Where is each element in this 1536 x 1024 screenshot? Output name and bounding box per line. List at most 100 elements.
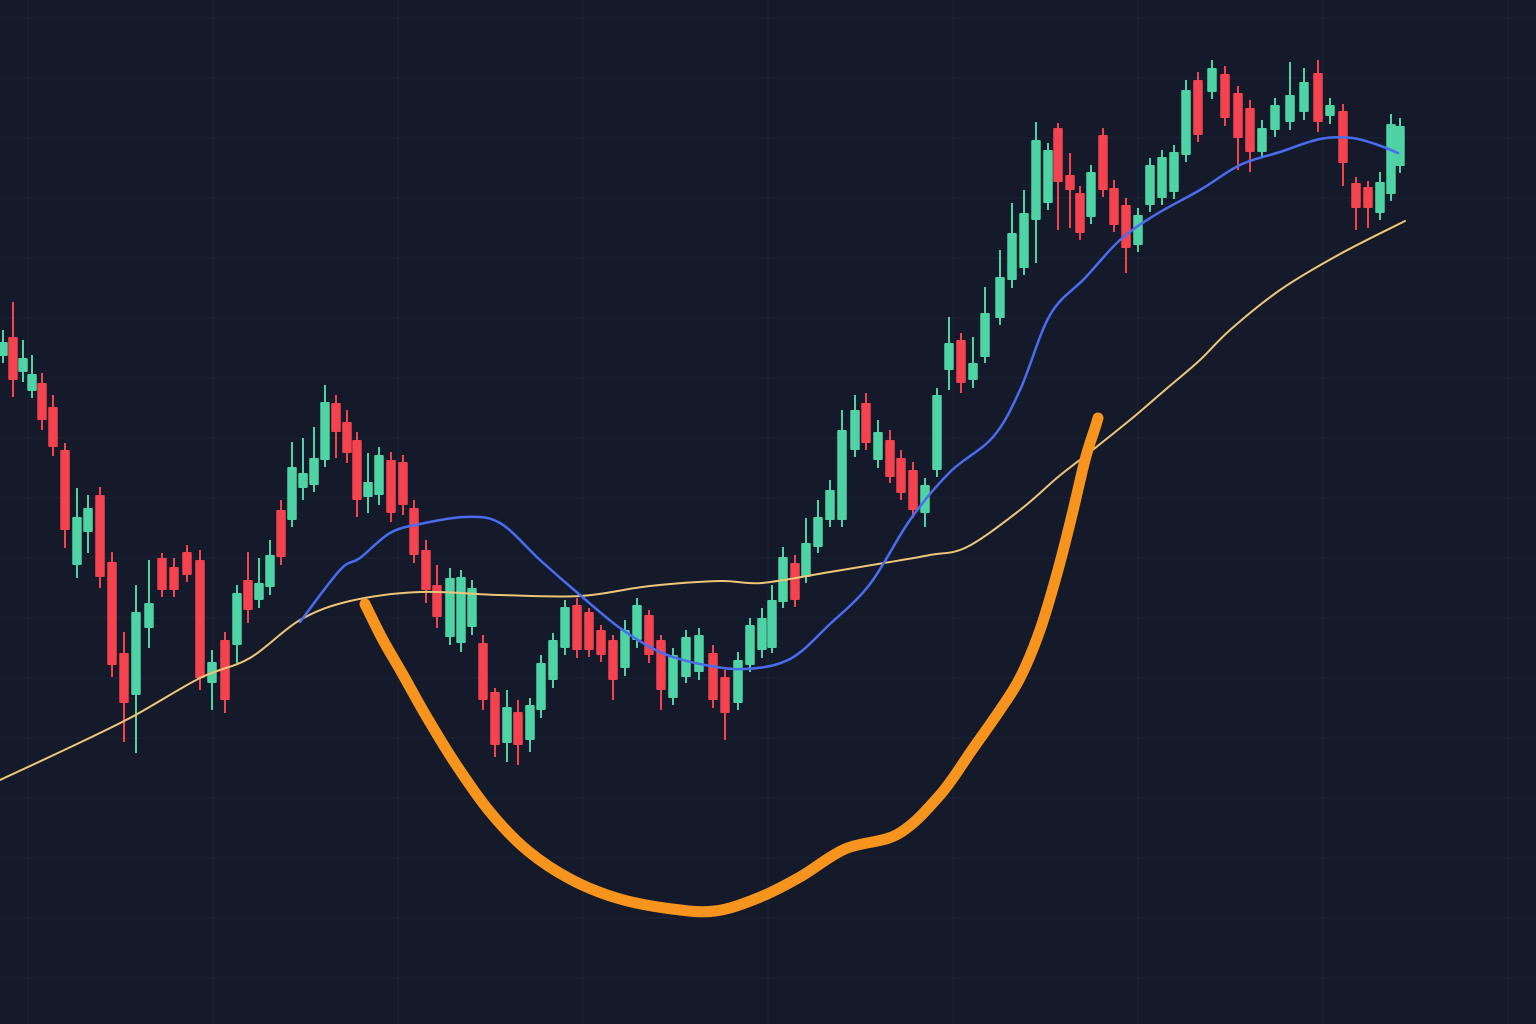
candle-body [995, 277, 1005, 318]
candle-body [220, 640, 230, 700]
candle-bearish [276, 500, 286, 565]
candle-bearish [861, 393, 871, 450]
candle-bearish [790, 555, 800, 607]
candle-body [757, 618, 767, 650]
candle-bullish [1181, 80, 1191, 162]
candle-bearish [107, 552, 117, 677]
candle-bullish [560, 600, 570, 655]
candle-body [548, 640, 558, 680]
candle-body [813, 517, 823, 547]
candle-bullish [850, 395, 860, 457]
candle-body [560, 607, 570, 648]
candle-bullish [767, 585, 777, 653]
candle-bullish [309, 427, 319, 492]
candle-body [265, 555, 275, 587]
candle-body [386, 460, 396, 513]
cup-pattern-annotation[interactable] [359, 412, 1104, 918]
candle-bullish [525, 698, 535, 752]
candle-body [1133, 215, 1143, 245]
candle-bullish [445, 568, 455, 645]
candle-body [1325, 105, 1335, 116]
candle-body [1395, 126, 1405, 166]
candle-bearish [95, 487, 105, 588]
candle-body [720, 677, 730, 713]
candle-body [745, 625, 755, 665]
candle-bearish [169, 558, 179, 597]
candle-body [513, 712, 523, 745]
candle-body [825, 490, 835, 520]
candle-bearish [490, 688, 500, 757]
candle-body [276, 510, 286, 557]
fast-ma-line [298, 136, 1400, 671]
candle-body [801, 543, 811, 577]
candle-bullish [502, 690, 512, 762]
candle-bullish [620, 620, 630, 676]
candle-bullish [944, 317, 954, 390]
candle-bullish [1019, 190, 1029, 275]
candle-body [1121, 205, 1131, 248]
candle-body [1157, 157, 1167, 198]
candle-body [980, 313, 990, 357]
candle-bearish [596, 625, 606, 662]
candle-bullish [298, 438, 308, 500]
candle-body [398, 462, 408, 505]
candle-body [342, 422, 352, 453]
candle-bullish [1270, 98, 1280, 137]
candle-body [0, 342, 8, 356]
candle-body [195, 560, 205, 678]
candle-bullish [745, 618, 755, 672]
candle-bullish [1145, 158, 1155, 212]
candle-body [1098, 135, 1108, 190]
candle-body [144, 603, 154, 628]
candle-body [1375, 182, 1385, 213]
candle-bullish [1007, 203, 1017, 288]
candle-body [421, 550, 431, 590]
candle-bearish [60, 443, 70, 548]
candle-bearish [720, 670, 730, 740]
candle-body [1285, 95, 1295, 122]
candle-bullish [801, 518, 811, 583]
candle-bearish [1233, 86, 1243, 170]
candle-body [445, 578, 455, 637]
candle-bearish [1193, 72, 1203, 142]
candle-bearish [331, 395, 341, 458]
candle-body [478, 643, 488, 700]
candle-body [896, 458, 906, 493]
candle-body [27, 374, 37, 391]
candles-layer [0, 60, 1405, 765]
candle-body [1169, 152, 1179, 192]
candle-bullish [1031, 122, 1041, 263]
candle-bullish [254, 558, 264, 608]
candle-body [298, 473, 308, 488]
candle-bullish [813, 500, 823, 553]
candle-body [182, 552, 192, 575]
candle-bearish [478, 635, 488, 710]
candle-body [1065, 175, 1075, 190]
candle-bearish [398, 455, 408, 515]
candle-bullish [0, 330, 8, 363]
candle-bearish [119, 632, 129, 742]
candle-bearish [956, 333, 966, 393]
candle-body [525, 705, 535, 740]
candle-bullish [232, 585, 242, 665]
candle-bullish [27, 355, 37, 398]
candle-body [1007, 233, 1017, 280]
candle-bullish [320, 385, 330, 467]
candle-bearish [908, 462, 918, 518]
candle-body [1363, 187, 1373, 208]
candle-bullish [1157, 150, 1167, 205]
candle-bullish [733, 652, 743, 710]
candle-bearish [513, 700, 523, 765]
candle-bullish [456, 570, 466, 652]
candle-body [1043, 150, 1053, 203]
candle-bullish [1043, 143, 1053, 210]
candle-bullish [265, 540, 275, 595]
candle-body [352, 440, 362, 500]
candle-bearish [708, 645, 718, 708]
candle-bullish [536, 655, 546, 718]
candle-body [944, 343, 954, 370]
